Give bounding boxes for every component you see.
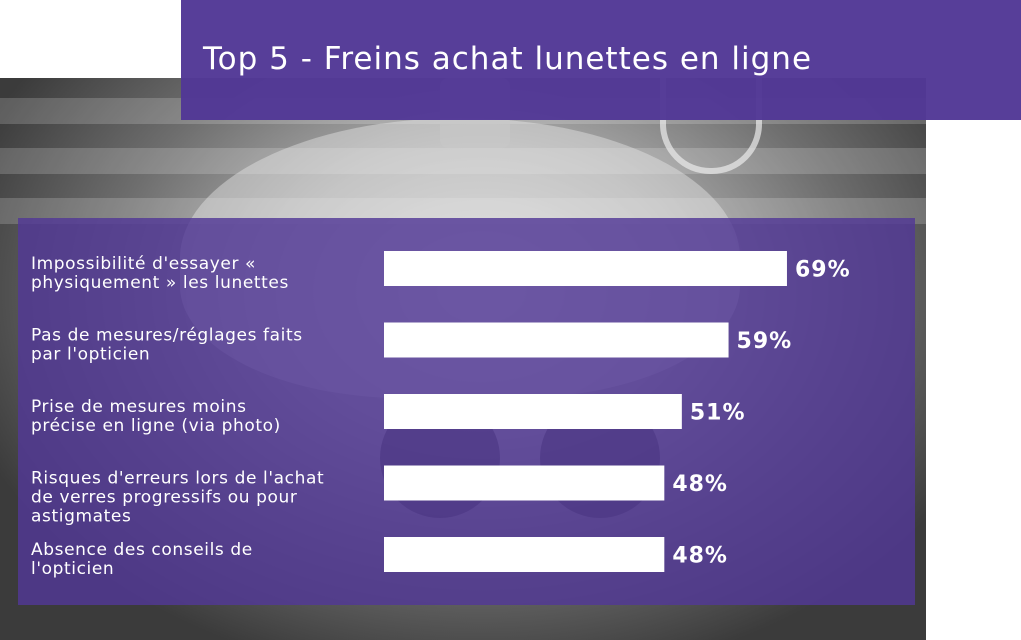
data-label: 48%: [672, 472, 728, 497]
bar-row: 51% Prise de mesures moins précise en lign…: [31, 394, 746, 436]
category-label-line: Pas de mesures/réglages faits: [31, 326, 303, 346]
bar: [384, 394, 682, 429]
data-label: 59%: [737, 329, 793, 354]
bar: [384, 322, 729, 358]
category-label: Absence des conseils de l'opticien: [31, 540, 253, 579]
bar: [384, 465, 665, 501]
data-label: 51%: [690, 401, 746, 426]
chart-panel: 69% Impossibilité d'essayer «physiquement…: [18, 218, 915, 605]
category-label: Pas de mesures/réglages faits par l'optic…: [31, 326, 303, 365]
bar: [384, 251, 787, 286]
category-label-line: de verres progressifs ou pour: [31, 488, 298, 508]
category-label-line: physiquement » les lunettes: [31, 273, 289, 293]
category-label-line: astigmates: [31, 507, 131, 527]
bar-row: 48% Absence des conseils de l'opticien: [31, 537, 728, 579]
data-label: 69%: [795, 258, 851, 283]
blind-stripe: [0, 148, 926, 174]
bar-row: 69% Impossibilité d'essayer «physiquement…: [31, 251, 851, 293]
category-label-line: Prise de mesures moins: [31, 397, 247, 417]
bar-row: 48% Risques d'erreurs lors de l'achat de v…: [31, 465, 728, 527]
category-label: Risques d'erreurs lors de l'achat de verr…: [31, 469, 324, 527]
bar: [384, 537, 665, 572]
page-title: Top 5 - Freins achat lunettes en ligne: [203, 41, 813, 77]
category-label: Prise de mesures moins précise en ligne (…: [31, 397, 281, 436]
category-label-line: Absence des conseils de: [31, 540, 253, 560]
bar-chart: 69% Impossibilité d'essayer «physiquement…: [31, 251, 851, 579]
phoropter-hose: [660, 78, 762, 174]
category-label-line: l'opticien: [31, 559, 114, 579]
category-label-line: Impossibilité d'essayer «: [31, 254, 256, 274]
title-banner: Top 5 - Freins achat lunettes en ligne: [181, 0, 1021, 120]
category-label-line: précise en ligne (via photo): [31, 416, 281, 436]
category-label: Impossibilité d'essayer «physiquement » …: [31, 254, 289, 293]
data-label: 48%: [672, 544, 728, 569]
category-label-line: Risques d'erreurs lors de l'achat: [31, 469, 324, 489]
category-label-line: par l'opticien: [31, 345, 150, 365]
bar-row: 59% Pas de mesures/réglages faits par l'op…: [31, 322, 793, 365]
